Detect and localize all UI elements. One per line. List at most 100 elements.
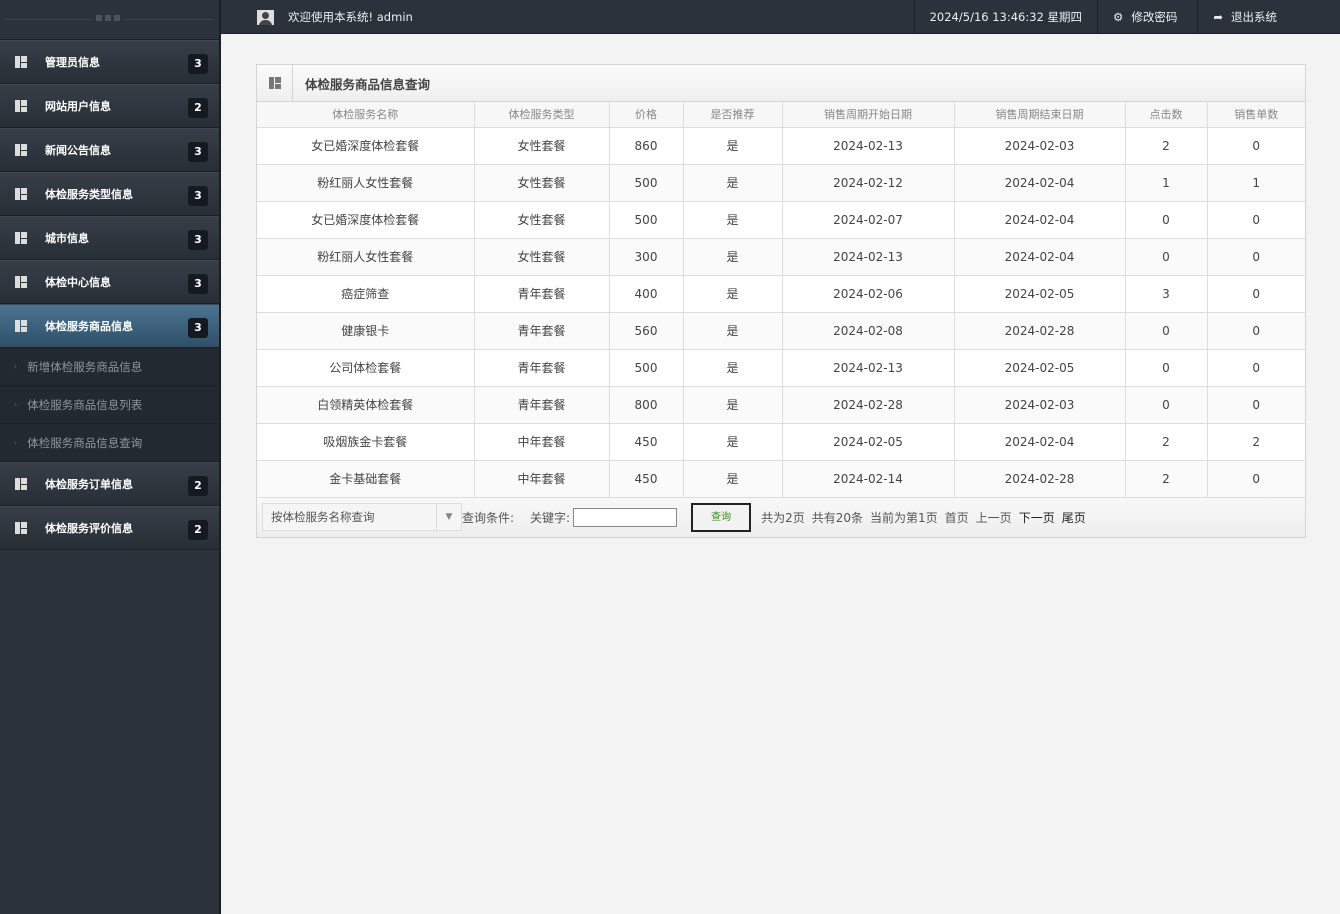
table-row[interactable]: 吸烟族金卡套餐 中年套餐 450 是 2024-02-05 2024-02-04 2 2 xyxy=(257,423,1305,461)
count-badge: 3 xyxy=(188,142,208,162)
count-badge: 2 xyxy=(188,476,208,496)
chevron-right-icon: › xyxy=(14,438,18,447)
table-cell: 1 xyxy=(1207,164,1305,202)
table-cell: 0 xyxy=(1207,349,1305,387)
table-cell: 0 xyxy=(1207,460,1305,498)
table-row[interactable]: 公司体检套餐 青年套餐 500 是 2024-02-13 2024-02-05 0 0 xyxy=(257,349,1305,387)
column-header: 体检服务名称 xyxy=(257,102,475,128)
table-cell: 2024-02-03 xyxy=(954,127,1126,165)
table-cell: 0 xyxy=(1207,312,1305,350)
table-cell: 800 xyxy=(609,386,684,424)
table-cell: 400 xyxy=(609,275,684,313)
table-cell: 2024-02-28 xyxy=(782,386,955,424)
count-badge: 2 xyxy=(188,98,208,118)
table-cell: 金卡基础套餐 xyxy=(257,460,475,498)
table-cell: 健康银卡 xyxy=(257,312,475,350)
sidebar-item[interactable]: 城市信息 3 xyxy=(0,216,219,260)
next-page-link[interactable]: 下一页 xyxy=(1018,510,1055,525)
table-row[interactable]: 女已婚深度体检套餐 女性套餐 860 是 2024-02-13 2024-02-03 2 0 xyxy=(257,127,1305,165)
table-row[interactable]: 女已婚深度体检套餐 女性套餐 500 是 2024-02-07 2024-02-04 0 0 xyxy=(257,201,1305,239)
table-cell: 白领精英体检套餐 xyxy=(257,386,475,424)
chevron-right-icon: › xyxy=(14,362,18,371)
table-row[interactable]: 健康银卡 青年套餐 560 是 2024-02-08 2024-02-28 0 0 xyxy=(257,312,1305,350)
sidebar-item[interactable]: 体检服务订单信息 2 xyxy=(0,462,219,506)
table-row[interactable]: 金卡基础套餐 中年套餐 450 是 2024-02-14 2024-02-28 2 0 xyxy=(257,460,1305,498)
table-cell: 2024-02-28 xyxy=(954,312,1126,350)
count-badge: 3 xyxy=(188,274,208,294)
layout-icon xyxy=(15,144,27,156)
sidebar-item[interactable]: 新闻公告信息 3 xyxy=(0,128,219,172)
table-cell: 300 xyxy=(609,238,684,276)
first-page-link[interactable]: 首页 xyxy=(944,510,969,525)
table-cell: 青年套餐 xyxy=(474,275,610,313)
layout-icon xyxy=(268,77,281,89)
chevron-right-icon: › xyxy=(14,400,18,409)
keyword-input[interactable] xyxy=(573,507,678,527)
sidebar-item[interactable]: 体检服务评价信息 2 xyxy=(0,506,219,550)
sidebar-subitem[interactable]: › 新增体检服务商品信息 xyxy=(0,348,219,386)
sidebar-item-label: 体检服务类型信息 xyxy=(45,188,133,201)
column-header: 销售周期开始日期 xyxy=(782,102,955,128)
table-cell: 是 xyxy=(683,201,783,239)
table-cell: 女性套餐 xyxy=(474,238,610,276)
sidebar-item-label: 体检服务评价信息 xyxy=(45,522,133,535)
layout-icon xyxy=(15,522,27,534)
table-cell: 是 xyxy=(683,238,783,276)
table-cell: 2024-02-04 xyxy=(954,201,1126,239)
sidebar-item[interactable]: 体检服务商品信息 3 xyxy=(0,304,219,348)
datetime: 2024/5/16 13:46:32 星期四 xyxy=(913,0,1097,34)
total-pages: 共为2页 xyxy=(761,510,805,525)
sidebar-item[interactable]: 网站用户信息 2 xyxy=(0,84,219,128)
count-badge: 3 xyxy=(188,54,208,74)
search-button[interactable]: 查询 xyxy=(691,502,752,532)
layout-icon xyxy=(15,276,27,288)
table-cell: 0 xyxy=(1207,127,1305,165)
sidebar-item-label: 体检中心信息 xyxy=(45,276,111,289)
sidebar-item[interactable]: 体检中心信息 3 xyxy=(0,260,219,304)
table-row[interactable]: 癌症筛查 青年套餐 400 是 2024-02-06 2024-02-05 3 0 xyxy=(257,275,1305,313)
table-cell: 粉红丽人女性套餐 xyxy=(257,238,475,276)
column-header: 体检服务类型 xyxy=(474,102,610,128)
last-page-link[interactable]: 尾页 xyxy=(1061,510,1086,525)
table-cell: 是 xyxy=(683,312,783,350)
condition-label: 查询条件: xyxy=(462,510,515,525)
sidebar-subitem-label: 新增体检服务商品信息 xyxy=(27,359,143,374)
table-cell: 0 xyxy=(1207,386,1305,424)
table-cell: 2024-02-04 xyxy=(954,423,1126,461)
table-row[interactable]: 粉红丽人女性套餐 女性套餐 300 是 2024-02-13 2024-02-04 0 0 xyxy=(257,238,1305,276)
share-arrow-icon: ➦ xyxy=(1213,10,1223,24)
table-cell: 2024-02-13 xyxy=(782,238,955,276)
search-field-select[interactable]: 按体检服务名称查询 ▼ xyxy=(262,503,462,531)
table-cell: 0 xyxy=(1125,349,1208,387)
table-cell: 0 xyxy=(1125,238,1208,276)
sidebar-subitem[interactable]: › 体检服务商品信息列表 xyxy=(0,386,219,424)
table-cell: 青年套餐 xyxy=(474,386,610,424)
table-cell: 500 xyxy=(609,349,684,387)
table-cell: 2024-02-05 xyxy=(782,423,955,461)
count-badge: 3 xyxy=(188,186,208,206)
sidebar-item[interactable]: 管理员信息 3 xyxy=(0,40,219,84)
total-records: 共有20条 xyxy=(811,510,864,525)
sidebar-item[interactable]: 体检服务类型信息 3 xyxy=(0,172,219,216)
panel-title: 体检服务商品信息查询 xyxy=(305,76,431,92)
sidebar-subitem[interactable]: › 体检服务商品信息查询 xyxy=(0,424,219,462)
layout-icon xyxy=(15,56,27,68)
query-panel: 体检服务商品信息查询 体检服务名称 体检服务类型 价格 是否推荐 销售周期开始日期 销售周… xyxy=(256,64,1306,538)
table-cell: 青年套餐 xyxy=(474,349,610,387)
table-cell: 450 xyxy=(609,460,684,498)
table-cell: 女已婚深度体检套餐 xyxy=(257,127,475,165)
layout-icon xyxy=(15,232,27,244)
table-row[interactable]: 白领精英体检套餐 青年套餐 800 是 2024-02-28 2024-02-03 0 0 xyxy=(257,386,1305,424)
sidebar: 管理员信息 3 网站用户信息 2 新闻公告信息 3 体检服务类型信息 3 城市信息 3 体检中心信息… xyxy=(0,0,221,914)
prev-page-link[interactable]: 上一页 xyxy=(975,510,1012,525)
sidebar-logo xyxy=(0,0,219,40)
table-row[interactable]: 粉红丽人女性套餐 女性套餐 500 是 2024-02-12 2024-02-04 1 1 xyxy=(257,164,1305,202)
table-cell: 560 xyxy=(609,312,684,350)
table-cell: 2024-02-04 xyxy=(954,238,1126,276)
sidebar-item-label: 管理员信息 xyxy=(45,56,100,69)
logout-button[interactable]: ➦ 退出系统 xyxy=(1197,0,1305,34)
table-cell: 2024-02-05 xyxy=(954,349,1126,387)
column-header: 点击数 xyxy=(1125,102,1208,128)
table-cell: 2024-02-12 xyxy=(782,164,955,202)
change-password-button[interactable]: ⚙ 修改密码 xyxy=(1097,0,1197,34)
